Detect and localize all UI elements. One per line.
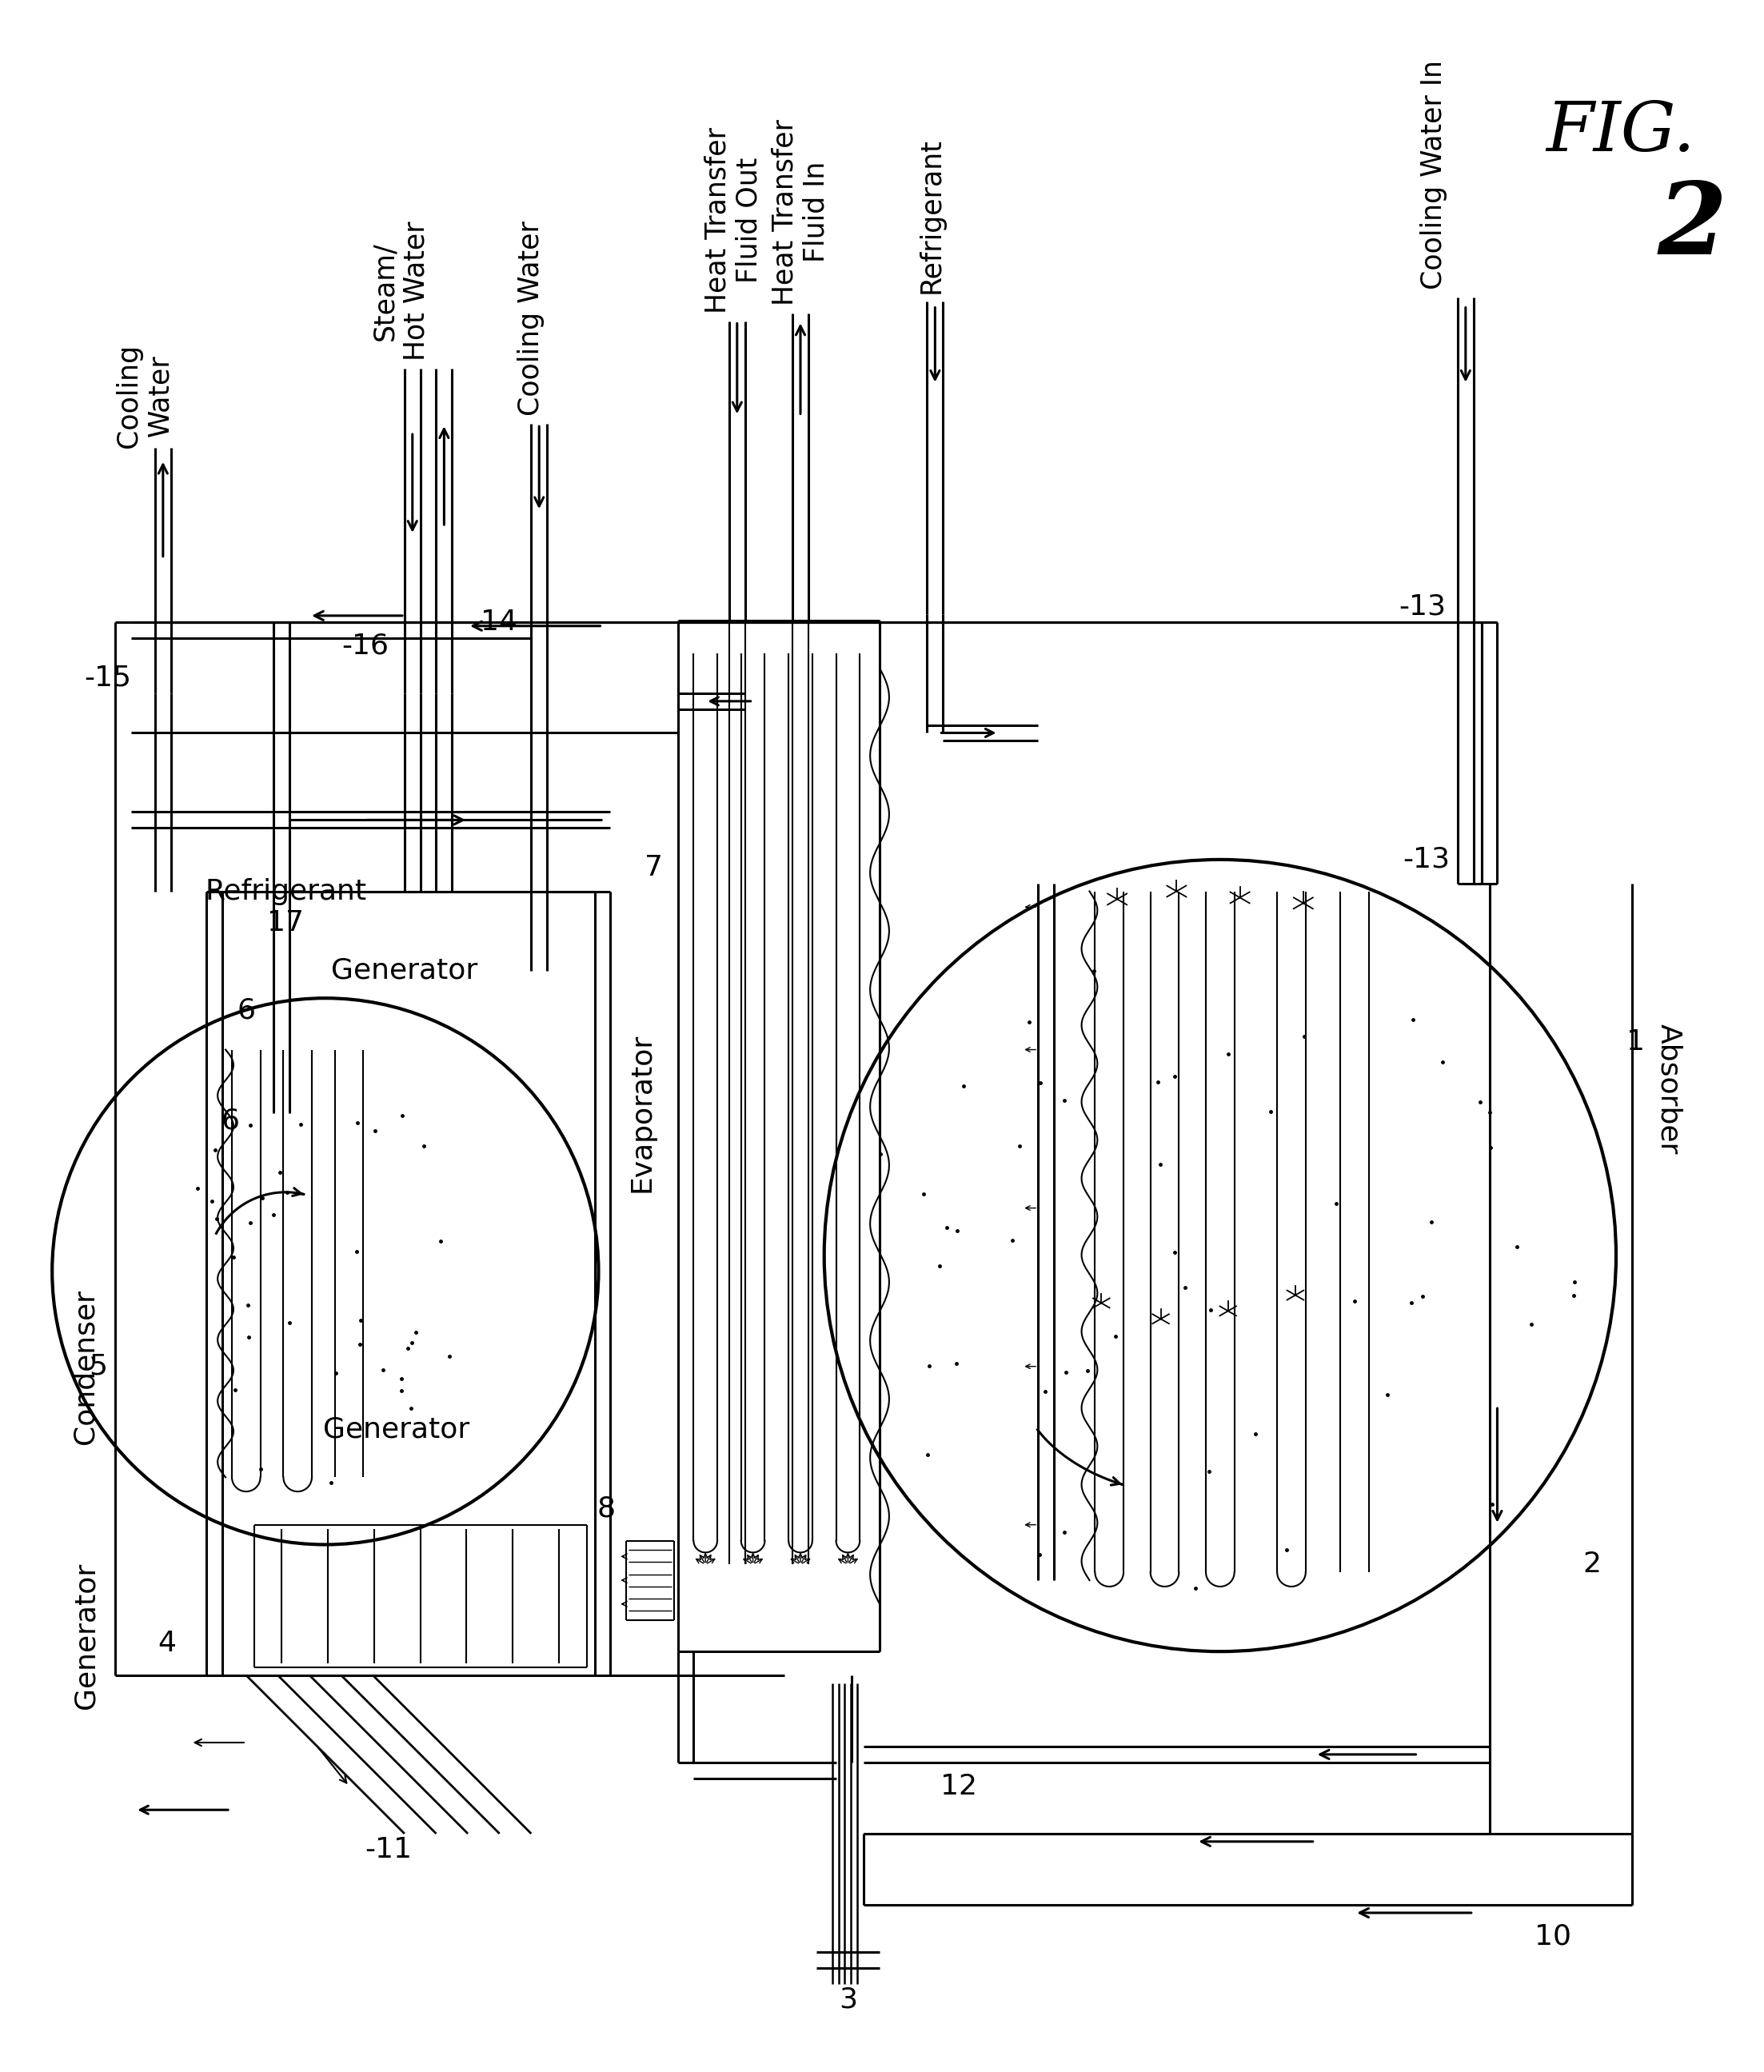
Text: Heat Transfer
Fluid In: Heat Transfer Fluid In [771, 118, 829, 305]
Text: Cooling
Water: Cooling Water [115, 344, 175, 448]
Text: Generator: Generator [332, 957, 478, 984]
Text: -13: -13 [1399, 593, 1446, 620]
Text: 8: 8 [598, 1496, 616, 1523]
Text: -16: -16 [342, 632, 388, 659]
Text: -14: -14 [471, 609, 519, 636]
Text: 2: 2 [1658, 178, 1727, 276]
Text: 10: 10 [1535, 1923, 1572, 1950]
Text: Cooling Water: Cooling Water [517, 222, 545, 416]
Text: 12: 12 [940, 1772, 977, 1801]
Text: -15: -15 [85, 663, 131, 692]
Text: 7: 7 [646, 854, 663, 881]
Text: 2: 2 [1582, 1550, 1602, 1579]
Text: 4: 4 [157, 1631, 176, 1658]
Text: -13: -13 [1402, 845, 1450, 872]
Text: 1: 1 [1626, 1028, 1646, 1055]
Text: Refrigerant: Refrigerant [917, 137, 946, 294]
Text: Steam/
Hot Water: Steam/ Hot Water [370, 222, 430, 361]
Text: 3: 3 [838, 1987, 857, 2014]
Text: Condenser: Condenser [72, 1289, 99, 1444]
Text: -11: -11 [365, 1836, 413, 1863]
Text: Generator: Generator [72, 1562, 99, 1709]
Text: Cooling Water In: Cooling Water In [1420, 60, 1448, 290]
Text: 6: 6 [220, 1106, 240, 1135]
Text: Evaporator: Evaporator [628, 1034, 656, 1193]
Text: Heat Transfer
Fluid Out: Heat Transfer Fluid Out [704, 126, 762, 313]
Text: 6: 6 [236, 997, 256, 1024]
Text: Generator: Generator [323, 1415, 469, 1444]
Text: Absorber: Absorber [1656, 1024, 1683, 1154]
Text: Refrigerant
17: Refrigerant 17 [205, 879, 367, 937]
Text: FIG.: FIG. [1545, 99, 1695, 166]
Text: 5: 5 [90, 1353, 108, 1380]
